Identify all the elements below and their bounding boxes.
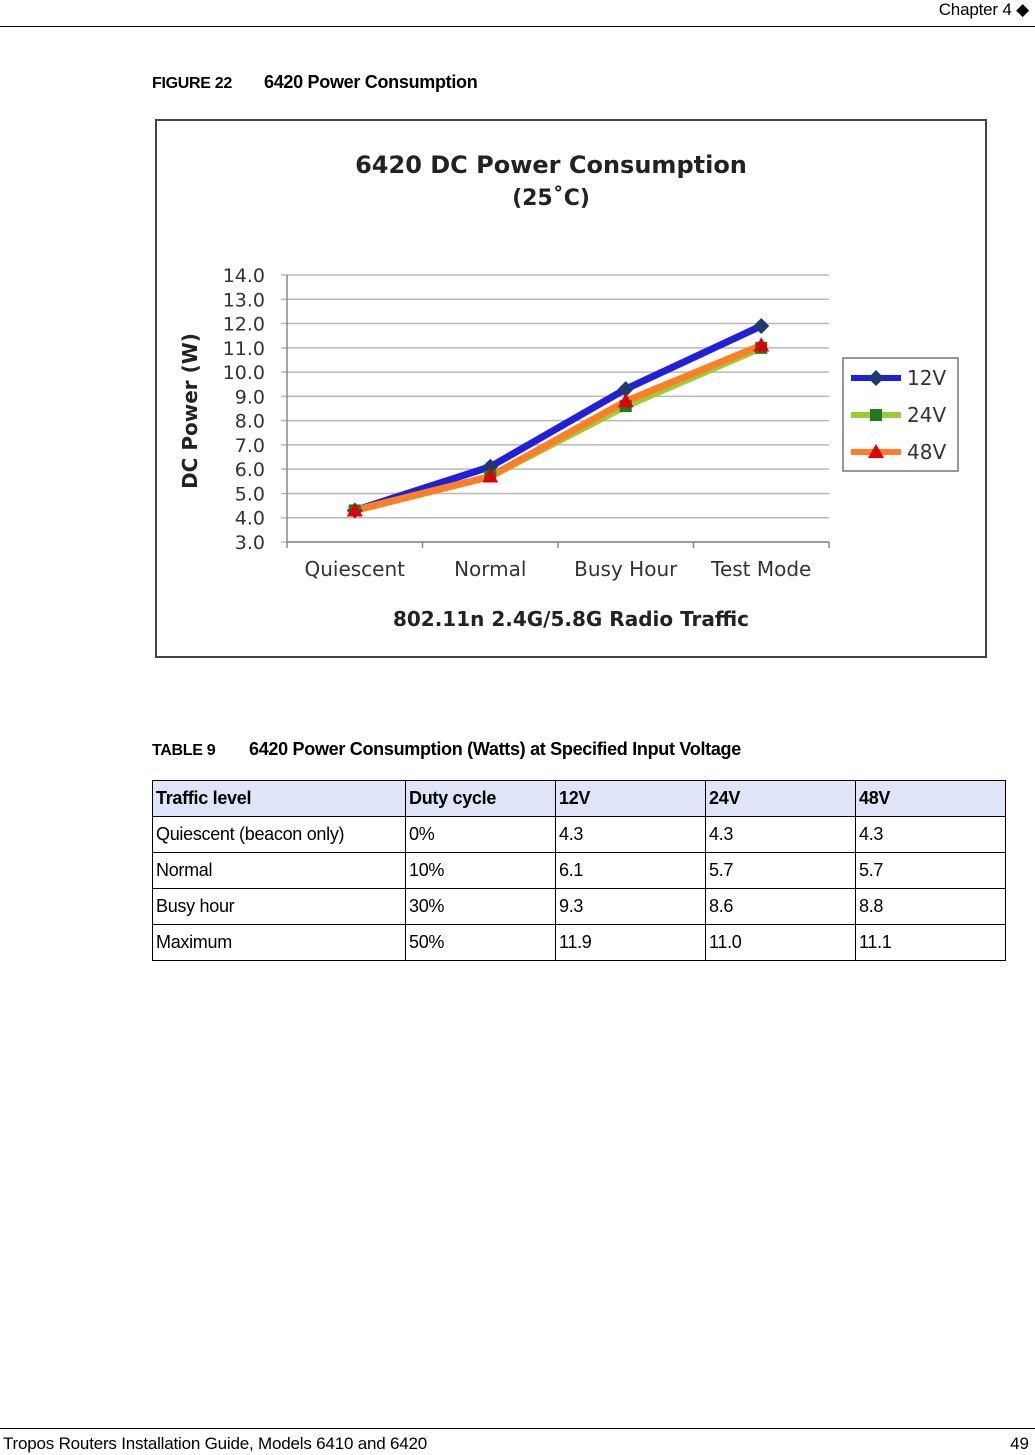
triangle-marker: [617, 393, 634, 408]
y-axis-label: DC Power (W): [178, 333, 202, 489]
page-header: Chapter 4 ◆: [0, 0, 1035, 27]
grid-lines: [281, 274, 829, 543]
chart-frame: 6420 DC Power Consumption (25˚C) DC Powe…: [155, 119, 987, 658]
legend-label-48V: 48V: [907, 440, 946, 464]
power-table: Traffic level Duty cycle 12V 24V 48V Qui…: [152, 780, 1006, 961]
x-axis-label: 802.11n 2.4G/5.8G Radio Traffic: [393, 607, 749, 631]
table-cell: Busy hour: [152, 888, 406, 925]
y-tick-label: 3.0: [235, 532, 265, 554]
y-tick-label: 5.0: [235, 483, 265, 505]
triangle-marker: [868, 444, 884, 458]
series-line-12V: [351, 322, 765, 514]
legend-label-12V: 12V: [907, 366, 946, 390]
table-cell: Normal: [152, 852, 406, 889]
triangle-marker: [482, 468, 499, 483]
table-cell: 6.1: [555, 852, 706, 889]
table-cell: 4.3: [705, 816, 856, 853]
footer-title: Tropos Routers Installation Guide, Model…: [3, 1434, 428, 1453]
x-tick-label: Busy Hour: [574, 557, 678, 581]
y-tick-label: 11.0: [223, 338, 265, 360]
header-48v: 48V: [855, 780, 1006, 817]
y-tick-label: 4.0: [235, 508, 265, 530]
figure-title: 6420 Power Consumption: [264, 72, 478, 92]
table-cell: 8.8: [855, 888, 1006, 925]
chart-title: 6420 DC Power Consumption: [355, 151, 747, 179]
table-row: Maximum 50% 11.9 11.0 11.1: [152, 924, 1006, 961]
power-chart: 6420 DC Power Consumption (25˚C) DC Powe…: [178, 151, 959, 631]
x-tick-label: Test Mode: [710, 557, 811, 581]
table-cell: 9.3: [555, 888, 706, 925]
y-tick-label: 6.0: [235, 459, 265, 481]
table-caption: TABLE 9 6420 Power Consumption (Watts) at…: [152, 739, 741, 760]
table-cell: 5.7: [705, 852, 856, 889]
y-tick-labels: 3.04.0 5.06.07.08.0 9.010.011.012.0 13.014.…: [223, 265, 265, 554]
y-tick-label: 8.0: [235, 411, 265, 433]
table-cell: 11.0: [705, 924, 856, 961]
table-title: 6420 Power Consumption (Watts) at Specif…: [249, 739, 741, 759]
diamond-marker: [868, 370, 884, 386]
table-header-row: Traffic level Duty cycle 12V 24V 48V: [152, 780, 1006, 817]
x-tick-labels: Quiescent Normal Busy Hour Test Mode: [304, 557, 811, 581]
page-footer: Tropos Routers Installation Guide, Model…: [0, 1428, 1035, 1455]
y-tick-label: 14.0: [223, 265, 265, 287]
header-traffic-level: Traffic level: [152, 780, 406, 817]
table-cell: 4.3: [855, 816, 1006, 853]
table-number: TABLE 9: [152, 742, 216, 759]
triangle-marker: [753, 337, 770, 352]
page-number: 49: [1010, 1434, 1029, 1453]
y-tick-label: 7.0: [235, 435, 265, 457]
figure-number: FIGURE 22: [152, 75, 232, 92]
table-cell: 11.9: [555, 924, 706, 961]
y-tick-label: 12.0: [223, 314, 265, 336]
table-cell: 5.7: [855, 852, 1006, 889]
y-tick-label: 13.0: [223, 289, 265, 311]
figure-caption: FIGURE 22 6420 Power Consumption: [152, 72, 478, 93]
table-cell: 50%: [405, 924, 556, 961]
chart-legend: 12V 24V 48V: [842, 357, 959, 472]
axes: [286, 275, 830, 548]
diamond-marker: [617, 381, 634, 398]
chart-subtitle: (25˚C): [512, 186, 590, 211]
x-tick-label: Normal: [454, 557, 526, 581]
triangle-marker: [346, 502, 363, 517]
header-24v: 24V: [705, 780, 856, 817]
table-cell: Maximum: [152, 924, 406, 961]
header-duty-cycle: Duty cycle: [405, 780, 556, 817]
header-12v: 12V: [555, 780, 706, 817]
table-row: Normal 10% 6.1 5.7 5.7: [152, 852, 1006, 889]
table-cell: Quiescent (beacon only): [152, 816, 406, 853]
table-cell: 11.1: [855, 924, 1006, 961]
table-row: Quiescent (beacon only) 0% 4.3 4.3 4.3: [152, 816, 1006, 853]
x-tick-label: Quiescent: [304, 557, 405, 581]
table-cell: 4.3: [555, 816, 706, 853]
table-cell: 30%: [405, 888, 556, 925]
table-cell: 0%: [405, 816, 556, 853]
table-cell: 8.6: [705, 888, 856, 925]
legend-label-24V: 24V: [907, 403, 946, 427]
square-marker: [870, 409, 882, 421]
diamond-marker: [753, 317, 770, 334]
y-tick-label: 10.0: [223, 362, 265, 384]
series-line-48V: [351, 341, 765, 514]
table-cell: 10%: [405, 852, 556, 889]
y-tick-label: 9.0: [235, 386, 265, 408]
table-row: Busy hour 30% 9.3 8.6 8.8: [152, 888, 1006, 925]
chapter-label: Chapter 4 ◆: [938, 0, 1029, 19]
series-lines: [346, 317, 770, 519]
